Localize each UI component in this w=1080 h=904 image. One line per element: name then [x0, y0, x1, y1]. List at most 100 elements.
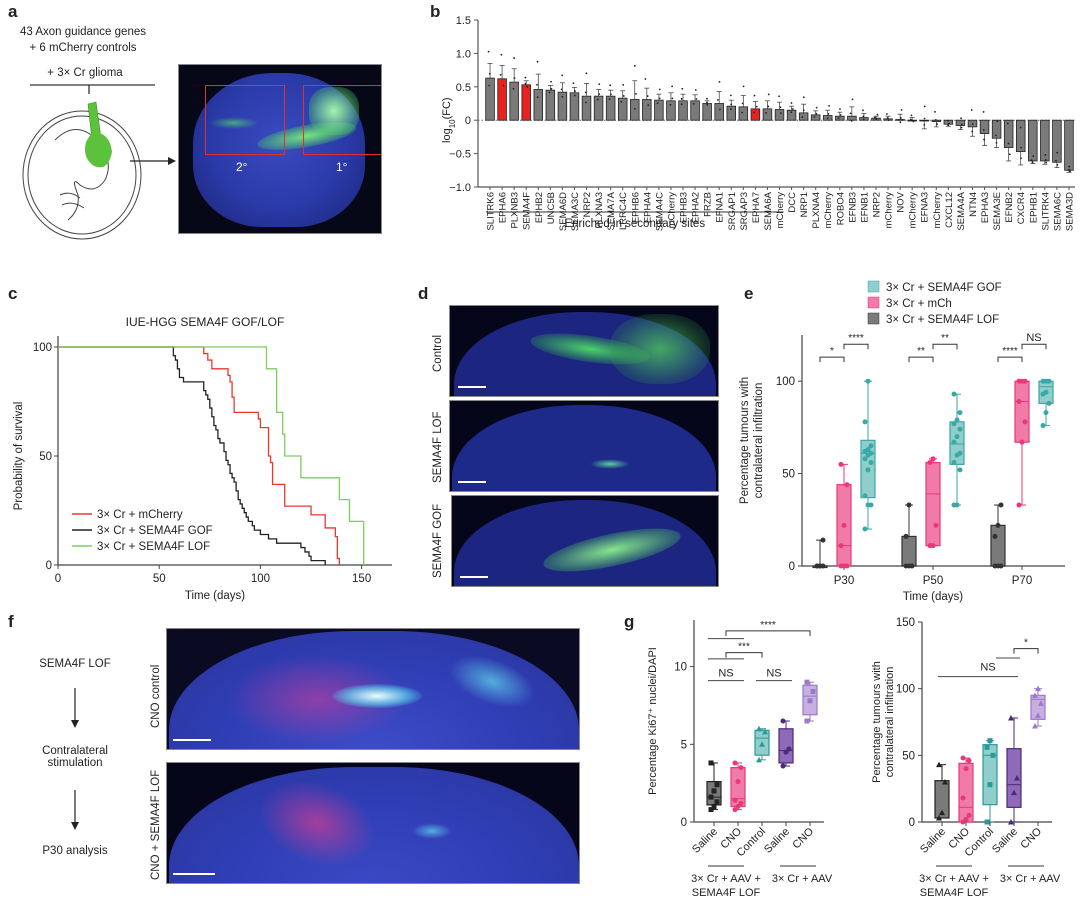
legend-label: 3× Cr + SEMA4F GOF: [886, 282, 1002, 294]
x-tick-label: EPHB1: [1028, 192, 1039, 223]
data-point: [816, 107, 818, 109]
data-point: [585, 102, 587, 104]
data-point: [787, 746, 792, 751]
significance-bracket: [820, 357, 844, 362]
data-point: [958, 451, 963, 456]
panel-a-text-genes: 43 Axon guidance genes: [8, 26, 158, 38]
x-tick-label: P50: [923, 575, 943, 587]
data-point: [1032, 161, 1034, 163]
data-point: [712, 804, 717, 809]
y-axis-label: Percentage tumours with: [871, 661, 883, 783]
data-point: [961, 123, 963, 125]
row-label-cno-lof: CNO + SEMA4F LOF: [150, 770, 162, 880]
y-tick-label: 0.5: [456, 82, 471, 94]
enriched-label: Enriched in secondary sites: [564, 218, 705, 230]
data-point: [670, 104, 672, 106]
data-point: [904, 534, 909, 539]
bar: [655, 100, 664, 120]
y-tick-label: 100: [33, 342, 52, 354]
x-tick-label: PLXNB3: [510, 192, 521, 228]
data-point: [996, 523, 1001, 528]
panel-a-text-controls: + 6 mCherry controls: [8, 42, 158, 54]
data-point: [1017, 399, 1022, 404]
bar: [570, 93, 579, 120]
x-tick-label: P30: [834, 575, 854, 587]
group-label: 3× Cr + AAV +: [919, 873, 989, 885]
brain-image-lof: [449, 400, 719, 492]
data-point: [1044, 154, 1046, 156]
data-point: [874, 117, 876, 119]
data-point: [742, 103, 744, 105]
data-point: [985, 820, 990, 825]
data-point: [995, 135, 997, 137]
step-p30-analysis: P30 analysis: [20, 845, 130, 857]
y-tick-label: 100: [896, 684, 915, 696]
data-point: [1031, 159, 1033, 161]
y-tick-label: 50: [782, 469, 795, 481]
data-point: [597, 99, 599, 101]
data-point: [765, 112, 767, 114]
data-point: [598, 93, 600, 95]
bar: [980, 120, 989, 133]
x-tick-label: CXCR4: [1016, 192, 1027, 224]
significance-bracket: [998, 357, 1022, 362]
data-point: [695, 89, 697, 91]
panel-d-letter: d: [418, 284, 428, 304]
data-point: [803, 96, 805, 98]
legend-swatch: [868, 297, 879, 308]
data-point: [910, 118, 912, 120]
legend-label: 3× Cr + SEMA4F LOF: [886, 314, 999, 326]
data-point: [1069, 170, 1071, 172]
brain-section-image-a: 2° 1°: [178, 64, 382, 234]
data-point: [778, 95, 780, 97]
data-point: [1007, 123, 1009, 125]
x-tick-label: EPHA3: [980, 192, 991, 223]
bar: [486, 78, 495, 120]
bar: [799, 113, 808, 120]
data-point: [1017, 379, 1022, 384]
data-point: [869, 503, 874, 508]
data-point: [887, 117, 889, 119]
legend-label: 3× Cr + SEMA4F GOF: [97, 525, 213, 537]
box: [902, 536, 916, 566]
data-point: [961, 796, 966, 801]
x-tick-label: P70: [1012, 575, 1032, 587]
tumour-region: [85, 132, 112, 167]
data-point: [1023, 379, 1028, 384]
x-tick-label: SLITRK6: [486, 192, 497, 231]
bar: [811, 115, 820, 120]
primary-site-box: [303, 85, 382, 155]
y-tick-label: 50: [902, 750, 915, 762]
bar: [848, 116, 857, 120]
data-point: [808, 698, 813, 703]
scale-bar: [173, 873, 215, 875]
x-tick-label: Saline: [690, 826, 720, 856]
x-tick-label: EFNA3: [920, 192, 931, 223]
x-tick-label: SRGAP1: [727, 192, 738, 231]
data-point: [536, 84, 538, 86]
data-point: [947, 124, 949, 126]
data-point: [955, 434, 960, 439]
panel-a-letter: a: [8, 2, 17, 22]
data-point: [839, 108, 841, 110]
data-point: [696, 98, 698, 100]
data-point: [501, 54, 503, 56]
data-point: [952, 440, 957, 445]
data-point: [964, 817, 969, 822]
data-point: [503, 85, 505, 87]
data-point: [756, 106, 758, 108]
x-tick-label: mCherry: [932, 192, 943, 229]
y-tick-label: −0.5: [449, 149, 471, 161]
arrow-down-icon: [70, 688, 80, 728]
y-tick-label: 150: [896, 617, 915, 629]
embryo-limbs: [60, 193, 84, 208]
data-point: [947, 120, 949, 122]
data-point: [671, 85, 673, 87]
infiltration-box-chart: 3× Cr + SEMA4F GOF3× Cr + mCh3× Cr + SEM…: [720, 280, 1080, 610]
data-point: [802, 116, 804, 118]
y-axis-label: Percentage Ki67⁺ nuclei/DAPI: [647, 647, 659, 795]
data-point: [585, 91, 587, 93]
data-point: [693, 103, 695, 105]
data-point: [869, 443, 874, 448]
data-point: [573, 82, 575, 84]
